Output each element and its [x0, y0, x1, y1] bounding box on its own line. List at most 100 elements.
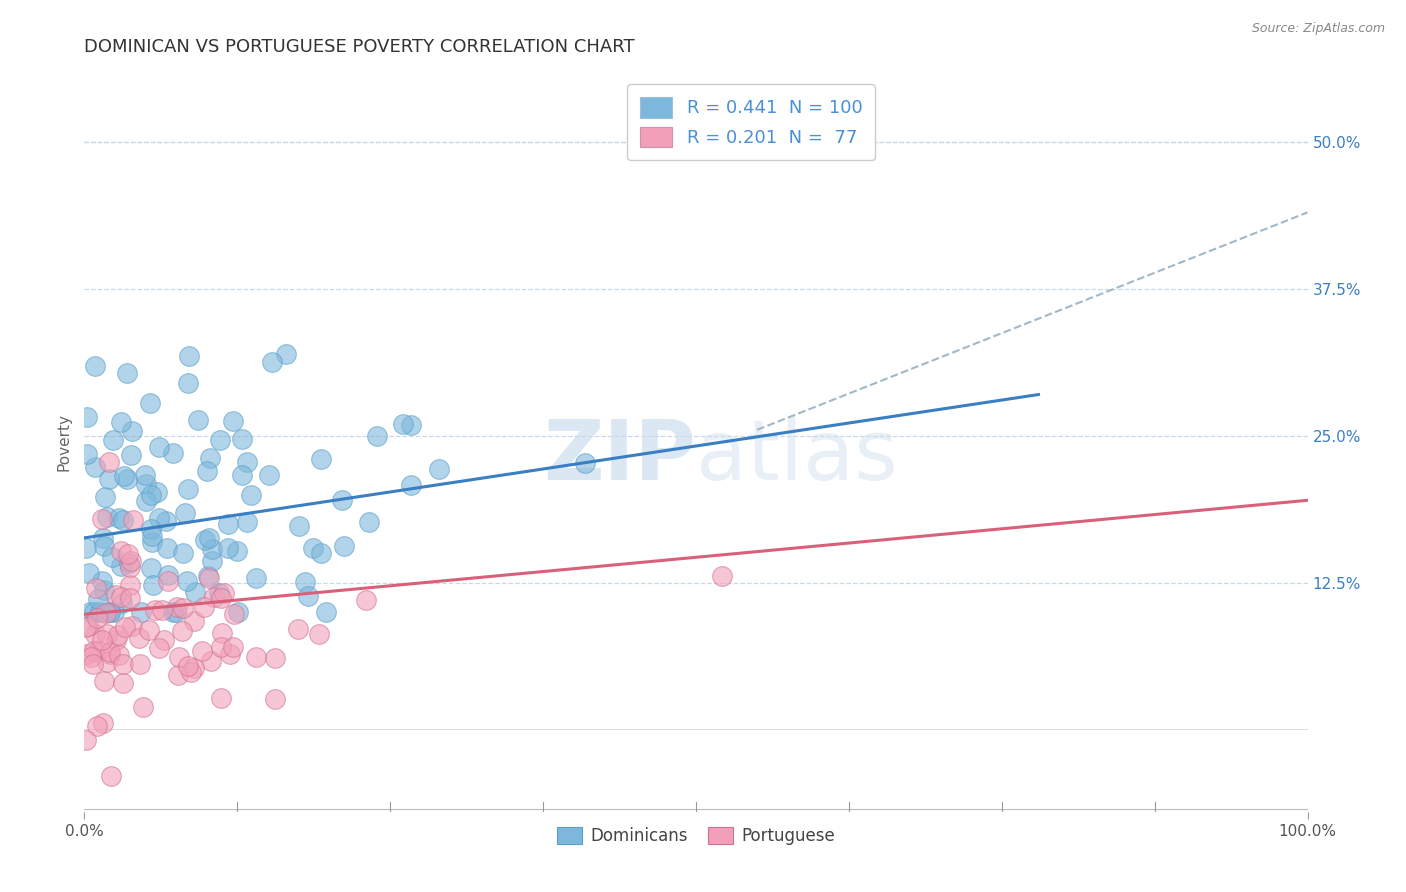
- Dominicans: [391, 417, 413, 431]
- Portuguese: [110, 591, 132, 605]
- Portuguese: [80, 650, 103, 665]
- Portuguese: [96, 627, 118, 641]
- Portuguese: [122, 513, 145, 527]
- Portuguese: [245, 650, 267, 665]
- Portuguese: [166, 599, 188, 614]
- Dominicans: [121, 424, 143, 438]
- Portuguese: [356, 593, 378, 607]
- Dominicans: [187, 412, 209, 426]
- Dominicans: [129, 605, 152, 619]
- Portuguese: [152, 633, 174, 648]
- Dominicans: [79, 605, 101, 619]
- Dominicans: [195, 463, 218, 477]
- Dominicans: [75, 541, 97, 555]
- Portuguese: [148, 640, 170, 655]
- Dominicans: [257, 467, 280, 482]
- Dominicans: [141, 529, 163, 543]
- Dominicans: [156, 568, 179, 582]
- Portuguese: [121, 619, 143, 633]
- Dominicans: [231, 467, 253, 482]
- Portuguese: [98, 645, 121, 659]
- Dominicans: [115, 472, 138, 486]
- Dominicans: [148, 511, 170, 525]
- Portuguese: [167, 668, 190, 682]
- Portuguese: [138, 623, 160, 637]
- Dominicans: [245, 571, 267, 585]
- Dominicans: [315, 605, 337, 619]
- Portuguese: [287, 622, 309, 636]
- Portuguese: [202, 590, 225, 604]
- Dominicans: [236, 515, 259, 529]
- Text: DOMINICAN VS PORTUGUESE POVERTY CORRELATION CHART: DOMINICAN VS PORTUGUESE POVERTY CORRELAT…: [84, 38, 636, 56]
- Dominicans: [333, 539, 356, 553]
- Dominicans: [240, 488, 263, 502]
- Portuguese: [91, 512, 114, 526]
- Portuguese: [94, 606, 117, 620]
- Dominicans: [294, 575, 316, 590]
- Dominicans: [201, 542, 224, 557]
- Y-axis label: Poverty: Poverty: [56, 412, 72, 471]
- Portuguese: [86, 611, 108, 625]
- Dominicans: [115, 367, 138, 381]
- Dominicans: [110, 558, 132, 573]
- Portuguese: [183, 614, 205, 628]
- Dominicans: [101, 549, 124, 564]
- Dominicans: [139, 396, 162, 410]
- Portuguese: [128, 657, 150, 671]
- Portuguese: [308, 627, 330, 641]
- Portuguese: [180, 665, 202, 680]
- Portuguese: [209, 591, 232, 605]
- Portuguese: [111, 676, 134, 690]
- Portuguese: [84, 581, 107, 595]
- Text: ZIP: ZIP: [544, 416, 696, 497]
- Portuguese: [264, 691, 287, 706]
- Dominicans: [135, 494, 157, 508]
- Dominicans: [155, 541, 177, 556]
- Dominicans: [200, 450, 222, 465]
- Dominicans: [110, 596, 132, 610]
- Dominicans: [366, 429, 388, 443]
- Portuguese: [198, 571, 221, 585]
- Portuguese: [118, 578, 141, 592]
- Dominicans: [309, 546, 332, 560]
- Portuguese: [100, 769, 122, 783]
- Portuguese: [97, 455, 120, 469]
- Dominicans: [139, 561, 162, 575]
- Dominicans: [198, 531, 221, 545]
- Portuguese: [200, 654, 222, 668]
- Dominicans: [110, 415, 132, 429]
- Dominicans: [86, 591, 108, 606]
- Portuguese: [91, 632, 114, 647]
- Dominicans: [226, 544, 249, 558]
- Dominicans: [89, 605, 111, 619]
- Dominicans: [194, 533, 217, 548]
- Dominicans: [357, 515, 380, 529]
- Dominicans: [288, 518, 311, 533]
- Dominicans: [172, 546, 194, 560]
- Portuguese: [191, 644, 214, 658]
- Portuguese: [150, 603, 173, 617]
- Portuguese: [75, 732, 97, 747]
- Dominicans: [142, 578, 165, 592]
- Dominicans: [176, 574, 198, 589]
- Dominicans: [177, 349, 200, 363]
- Portuguese: [110, 544, 132, 558]
- Dominicans: [155, 514, 177, 528]
- Portuguese: [264, 651, 287, 665]
- Dominicans: [574, 457, 596, 471]
- Dominicans: [134, 468, 156, 483]
- Portuguese: [128, 631, 150, 645]
- Portuguese: [114, 620, 136, 634]
- Dominicans: [103, 605, 125, 619]
- Dominicans: [222, 414, 245, 428]
- Dominicans: [184, 585, 207, 599]
- Dominicans: [108, 511, 131, 525]
- Dominicans: [91, 574, 114, 589]
- Dominicans: [302, 541, 325, 555]
- Portuguese: [224, 607, 246, 621]
- Dominicans: [141, 535, 163, 549]
- Dominicans: [330, 492, 353, 507]
- Portuguese: [107, 648, 129, 662]
- Dominicans: [98, 605, 121, 619]
- Dominicans: [399, 418, 422, 433]
